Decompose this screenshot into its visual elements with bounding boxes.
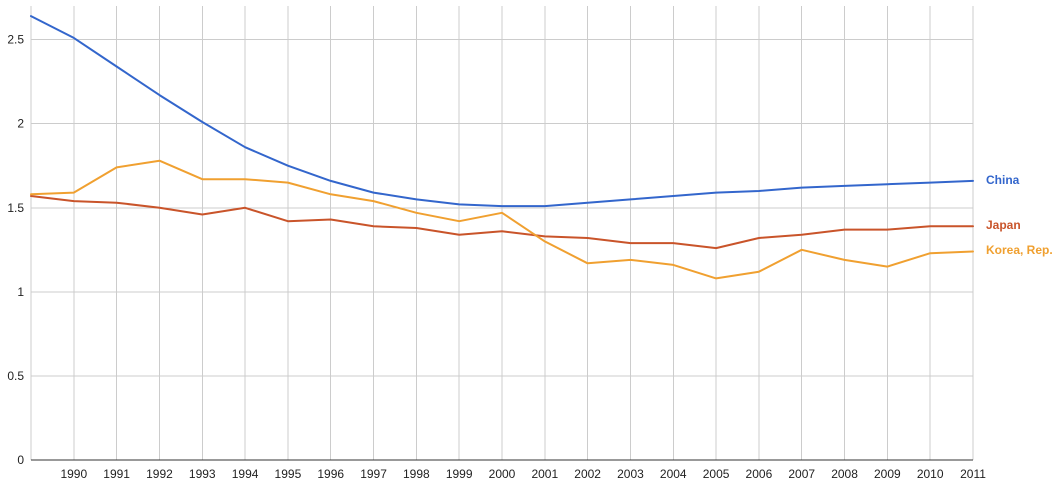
series-line-korea-rep xyxy=(30,159,974,280)
x-tick-label: 2009 xyxy=(874,467,901,481)
x-tick-label: 1997 xyxy=(360,467,387,481)
x-tick-label: 2005 xyxy=(703,467,730,481)
x-gridlines xyxy=(30,6,974,460)
x-tick-label: 2006 xyxy=(746,467,773,481)
y-tick-label: 0.5 xyxy=(7,369,24,383)
x-tick-label: 1996 xyxy=(317,467,344,481)
x-tick-label: 1990 xyxy=(60,467,87,481)
x-tick-label: 2000 xyxy=(489,467,516,481)
x-tick-label: 2007 xyxy=(788,467,815,481)
series-line-china xyxy=(30,15,974,208)
series-line-japan xyxy=(30,195,974,250)
x-tick-label: 2001 xyxy=(531,467,558,481)
x-tick-label: 2010 xyxy=(917,467,944,481)
x-tick-label: 2003 xyxy=(617,467,644,481)
y-tick-label: 2.5 xyxy=(7,33,24,47)
x-tick-label: 1999 xyxy=(446,467,473,481)
x-tick-label: 1998 xyxy=(403,467,430,481)
y-tick-label: 0 xyxy=(17,453,24,467)
x-tick-label: 1991 xyxy=(103,467,130,481)
x-tick-labels: 1990 1991 1992 1993 1994 1995 1996 1997 1998 1999… xyxy=(60,467,986,481)
y-tick-label: 1.5 xyxy=(7,201,24,215)
x-tick-label: 1993 xyxy=(189,467,216,481)
y-tick-labels: 0 0.5 1 1.5 2 2.5 xyxy=(7,33,24,467)
legend: China Japan Korea, Rep. xyxy=(986,173,1053,257)
x-tick-label: 1992 xyxy=(146,467,173,481)
x-tick-label: 1994 xyxy=(232,467,259,481)
x-tick-label: 2004 xyxy=(660,467,687,481)
y-tick-label: 2 xyxy=(17,117,24,131)
x-tick-label: 2002 xyxy=(574,467,601,481)
legend-label-korea-rep: Korea, Rep. xyxy=(986,243,1053,257)
x-tick-label: 2008 xyxy=(831,467,858,481)
x-tick-label: 2011 xyxy=(960,467,986,481)
series-lines xyxy=(30,15,974,280)
y-tick-label: 1 xyxy=(17,285,24,299)
legend-label-japan: Japan xyxy=(986,218,1021,232)
x-tick-label: 1995 xyxy=(275,467,302,481)
legend-label-china: China xyxy=(986,173,1020,187)
y-gridlines xyxy=(31,39,973,377)
